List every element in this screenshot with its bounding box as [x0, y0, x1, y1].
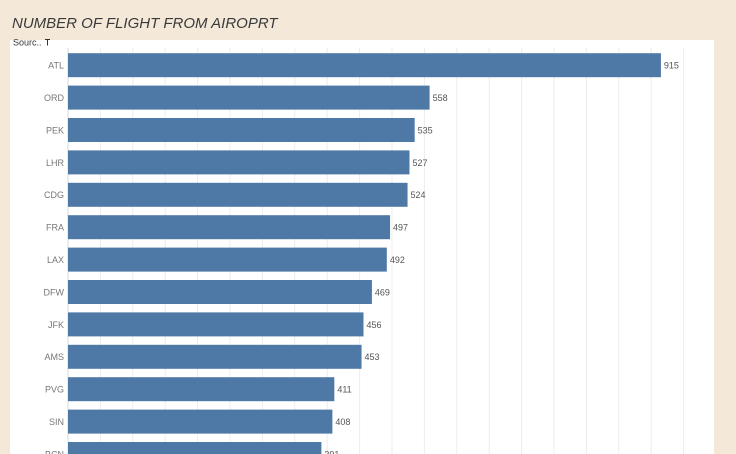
value-label: 391 [324, 449, 339, 454]
y-tick-label: LAX [47, 255, 64, 265]
y-tick-label: PEK [46, 125, 64, 135]
bar [68, 312, 364, 337]
value-label: 915 [664, 61, 679, 71]
bar [68, 182, 408, 207]
bar [68, 377, 335, 402]
y-tick-label: FRA [46, 223, 64, 233]
row-header: Sourc.. [13, 37, 42, 47]
bar [68, 215, 391, 240]
value-label: 453 [365, 352, 380, 362]
filter-icon [45, 39, 50, 46]
y-tick-label: ORD [44, 93, 65, 103]
value-label: 558 [433, 93, 448, 103]
value-label: 456 [366, 320, 381, 330]
value-label: 527 [412, 158, 427, 168]
bar [68, 85, 430, 110]
y-tick-label: BCN [45, 449, 64, 454]
value-label: 411 [337, 385, 351, 395]
value-label: 535 [418, 125, 433, 135]
y-tick-label: LHR [46, 158, 65, 168]
y-tick-label: AMS [44, 352, 64, 362]
y-tick-label: ATL [48, 61, 64, 71]
y-tick-label: DFW [44, 287, 65, 297]
chart-title: NUMBER OF FLIGHT FROM AIROPRT [12, 15, 279, 32]
bar [68, 118, 415, 142]
bar [68, 150, 410, 175]
bar [68, 409, 333, 434]
y-tick-label: SIN [49, 417, 64, 427]
y-tick-label: CDG [44, 190, 64, 200]
bar [68, 280, 372, 304]
value-label: 492 [390, 255, 405, 265]
value-label: 469 [375, 287, 390, 297]
bar [68, 53, 661, 78]
bar [68, 344, 362, 369]
y-tick-label: JFK [48, 320, 64, 330]
value-label: 524 [411, 190, 426, 200]
bar [68, 442, 322, 454]
value-label: 497 [393, 223, 408, 233]
value-label: 408 [335, 417, 350, 427]
y-tick-label: PVG [45, 385, 64, 395]
bar [68, 247, 387, 272]
